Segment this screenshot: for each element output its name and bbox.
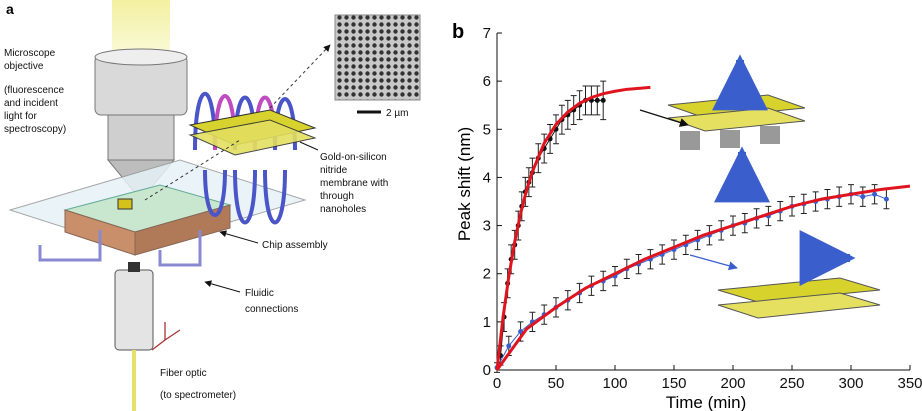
x-tick-label: 250 [779,375,804,392]
fit-line [495,85,651,371]
label: Microscope [4,48,56,59]
panel-label: b [452,21,464,43]
label: spectroscopy) [4,124,66,135]
point [860,194,866,200]
inset-diagrams [639,54,881,319]
label: membrane with [320,178,388,189]
y-tick-label: 6 [483,73,491,90]
x-tick-label: 350 [897,375,922,392]
point [506,343,512,349]
label: Fiber optic [160,368,207,379]
y-tick-label: 5 [483,121,491,138]
x-tick-label: 50 [548,375,565,392]
point [600,97,606,103]
point [872,191,878,197]
x-tick-label: 300 [838,375,863,392]
label: Chip assembly [262,240,328,251]
label: nitride [320,165,348,176]
y-axis-label: Peak shift (nm) [455,127,474,241]
label: Gold-on-silicon [320,152,387,163]
x-tick-label: 0 [493,375,501,392]
x-tick-label: 200 [720,375,745,392]
label: (to spectrometer) [160,390,236,401]
point [518,328,524,334]
label: (fluorescence [4,85,64,96]
plot: 0 1 2 3 4 5 6 7 0 50 100 150 200 250 300 350 [483,25,922,392]
y-tick-label: 2 [483,266,491,283]
x-tick-label: 150 [661,375,686,392]
label: Fluidic [245,288,274,299]
point [594,97,600,103]
label: nanoholes [320,204,366,215]
label: connections [245,304,298,315]
panel-label: a [6,1,14,17]
y-tick-label: 7 [483,25,491,42]
y-tick-label: 1 [483,314,491,331]
scale-bar-label: 2 µm [386,108,408,119]
label: objective [4,61,44,72]
y-tick-label: 4 [483,169,491,186]
fit-line [495,184,911,371]
setup-diagram [8,0,421,411]
label: light for [4,111,37,122]
x-axis-label: Time (min) [666,393,747,411]
label: through [320,191,354,202]
label: and incident [4,98,58,109]
x-tick-label: 100 [602,375,627,392]
y-tick-label: 3 [483,218,491,235]
y-tick-label: 0 [483,362,491,379]
point [883,196,889,202]
